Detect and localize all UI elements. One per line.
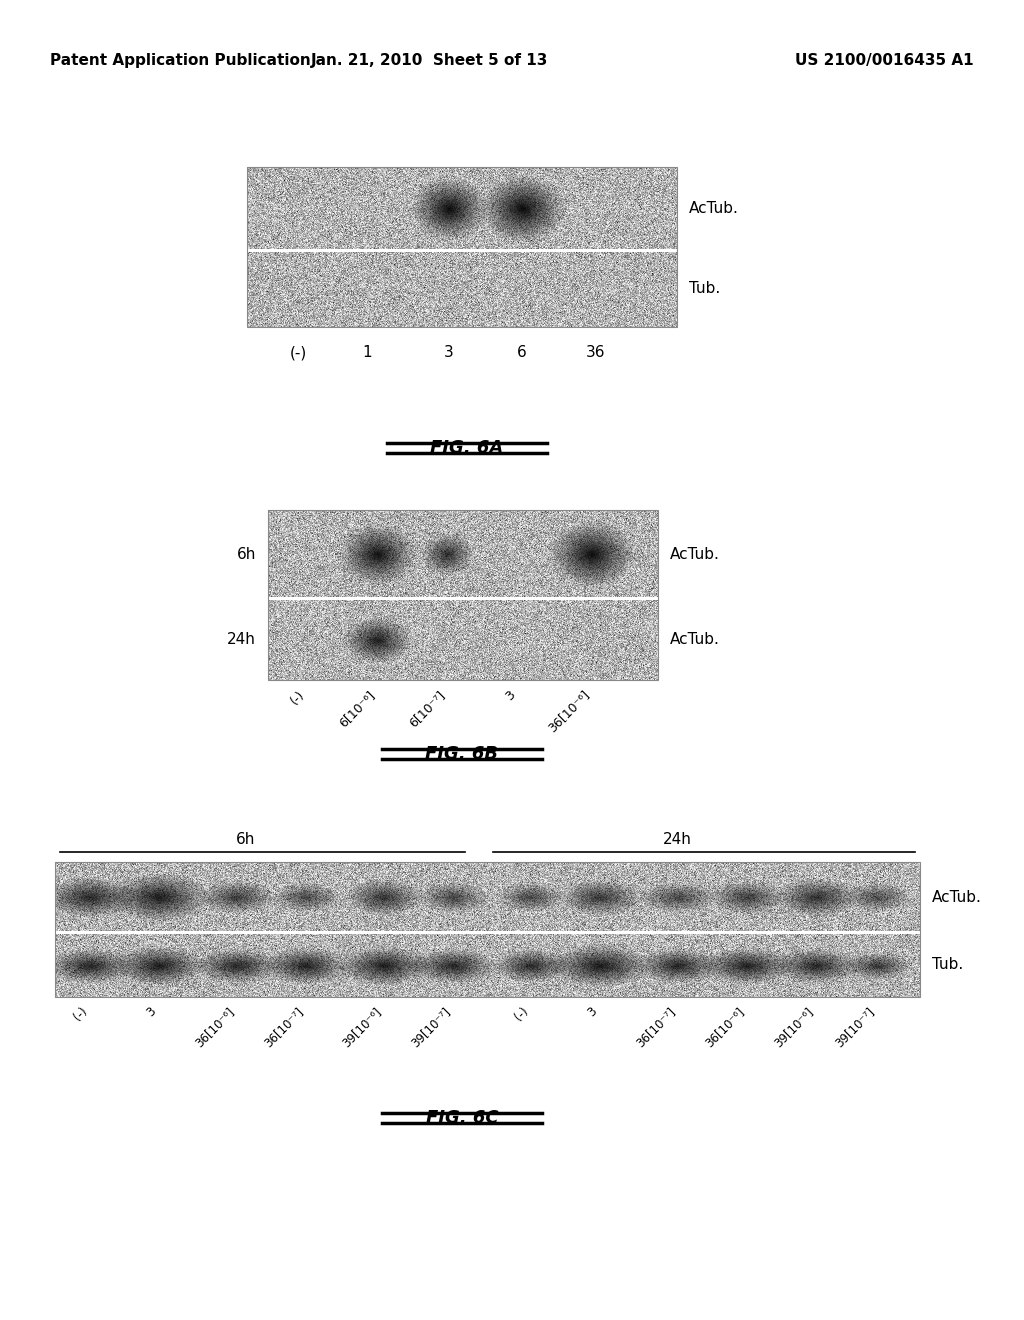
Text: 6h: 6h	[236, 833, 255, 847]
Text: 6[10⁻⁷]: 6[10⁻⁷]	[407, 688, 447, 729]
Text: 36[10⁻⁶]: 36[10⁻⁶]	[193, 1005, 237, 1049]
Text: 36[10⁻⁷]: 36[10⁻⁷]	[633, 1005, 678, 1049]
Text: 6h: 6h	[237, 546, 256, 562]
Text: Tub.: Tub.	[689, 281, 720, 296]
Text: 36[10⁻⁶]: 36[10⁻⁶]	[545, 688, 592, 735]
Text: AcTub.: AcTub.	[670, 546, 720, 562]
Text: 36[10⁻⁶]: 36[10⁻⁶]	[702, 1005, 746, 1049]
Text: Patent Application Publication: Patent Application Publication	[50, 53, 310, 67]
Text: (-): (-)	[71, 1005, 90, 1024]
Bar	[247, 168, 677, 327]
Text: Jan. 21, 2010  Sheet 5 of 13: Jan. 21, 2010 Sheet 5 of 13	[311, 53, 549, 67]
Text: AcTub.: AcTub.	[932, 890, 982, 904]
Text: 3: 3	[444, 345, 454, 360]
Text: 39[10⁻⁷]: 39[10⁻⁷]	[833, 1005, 877, 1049]
Text: 3: 3	[586, 1005, 600, 1019]
Text: 3: 3	[503, 688, 517, 702]
Text: (-): (-)	[288, 688, 307, 708]
Text: 39[10⁻⁶]: 39[10⁻⁶]	[772, 1005, 816, 1049]
Text: AcTub.: AcTub.	[689, 201, 739, 216]
Text: (-): (-)	[290, 345, 307, 360]
Text: 24h: 24h	[664, 833, 692, 847]
Text: 36: 36	[586, 345, 605, 360]
Bar	[55, 862, 920, 997]
Text: Tub.: Tub.	[932, 957, 964, 972]
Bar	[268, 510, 658, 680]
Text: 6: 6	[517, 345, 527, 360]
Text: (-): (-)	[512, 1005, 530, 1024]
Text: 39[10⁻⁷]: 39[10⁻⁷]	[409, 1005, 453, 1049]
Text: 36[10⁻⁷]: 36[10⁻⁷]	[261, 1005, 306, 1049]
Text: FIG. 6C: FIG. 6C	[426, 1109, 499, 1127]
Text: US 2100/0016435 A1: US 2100/0016435 A1	[796, 53, 974, 67]
Text: 3: 3	[144, 1005, 159, 1019]
Text: 39[10⁻⁶]: 39[10⁻⁶]	[339, 1005, 384, 1049]
Text: 24h: 24h	[227, 632, 256, 647]
Text: 1: 1	[362, 345, 372, 360]
Text: 6[10⁻⁶]: 6[10⁻⁶]	[336, 688, 377, 729]
Text: FIG. 6B: FIG. 6B	[425, 744, 499, 763]
Text: FIG. 6A: FIG. 6A	[430, 440, 504, 457]
Text: AcTub.: AcTub.	[670, 632, 720, 647]
